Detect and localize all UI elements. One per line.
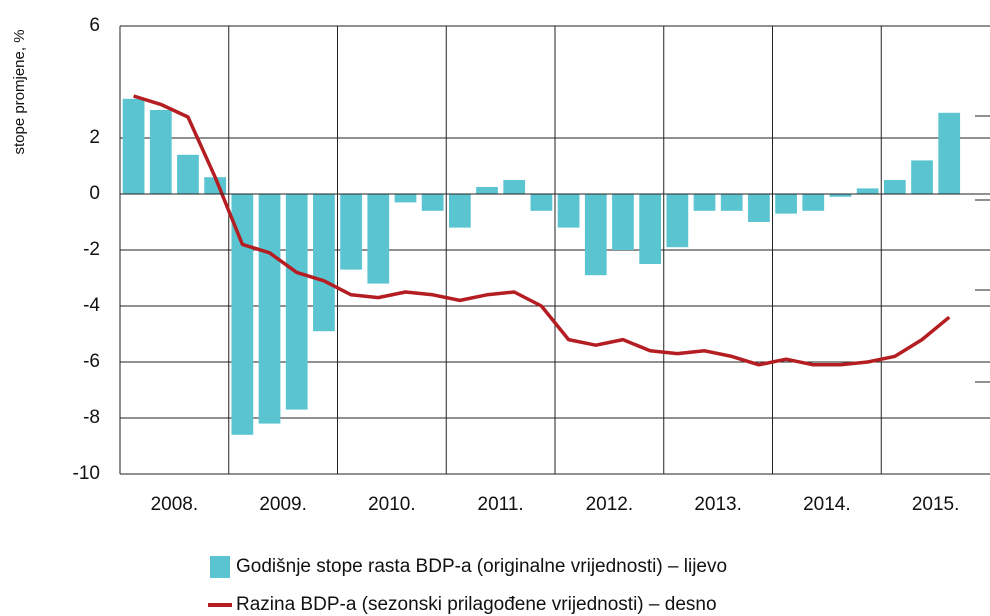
y-tick-label: 2 [89, 127, 100, 148]
bar [666, 194, 689, 248]
y-tick-label: -4 [83, 295, 100, 316]
y-tick-label: 0 [89, 183, 100, 204]
x-tick-label: 2015. [912, 494, 960, 515]
y-tick-label: -6 [83, 351, 100, 372]
bar [938, 112, 961, 194]
bar [231, 194, 254, 435]
bar [367, 194, 390, 284]
y-tick-label: 6 [89, 15, 100, 36]
x-tick-label: 2009. [259, 494, 307, 515]
bar [612, 194, 634, 250]
bar [748, 194, 770, 222]
bar [802, 194, 825, 211]
y-tick-label: -2 [83, 239, 100, 260]
bar [911, 160, 933, 194]
bar [394, 194, 417, 203]
bar [122, 98, 145, 194]
bar [177, 154, 199, 194]
legend-swatch [210, 556, 230, 578]
bar [476, 187, 498, 194]
bar [720, 194, 743, 211]
y-tick-label: -10 [73, 463, 100, 484]
bar [557, 194, 580, 228]
legend-label: Godišnje stope rasta BDP-a (originalne v… [236, 556, 727, 577]
x-tick-label: 2008. [151, 494, 199, 515]
x-tick-label: 2010. [368, 494, 416, 515]
bar [503, 180, 526, 194]
bar [883, 180, 906, 194]
x-tick-label: 2011. [478, 494, 524, 515]
x-tick-label: 2014. [803, 494, 851, 515]
bar [584, 194, 607, 276]
bar [693, 194, 716, 211]
bar [775, 194, 797, 214]
bar [639, 194, 662, 264]
line [133, 94, 951, 367]
bar [530, 194, 553, 211]
y-tick-label: -8 [83, 407, 100, 428]
y-axis-label: stope promjene, % [11, 29, 28, 154]
right-axis-ticks [975, 115, 990, 383]
bar [829, 194, 852, 197]
bar [340, 194, 362, 270]
x-tick-label: 2013. [694, 494, 742, 515]
bar [448, 194, 471, 228]
bar [421, 194, 444, 211]
bar [285, 194, 308, 410]
bar [856, 188, 879, 194]
x-tick-label: 2012. [586, 494, 634, 515]
bar [258, 194, 281, 424]
bar [149, 110, 172, 194]
legend-label: Razina BDP-a (sezonski prilagođene vrije… [236, 594, 717, 615]
bar [313, 194, 335, 332]
